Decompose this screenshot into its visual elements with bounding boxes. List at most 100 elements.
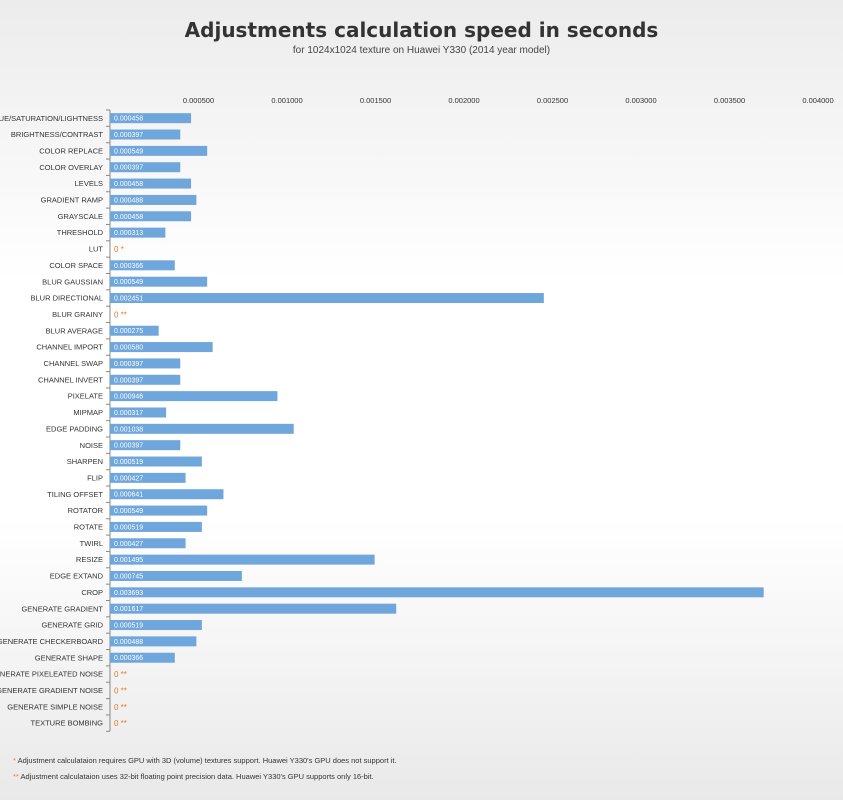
category-label: TILING OFFSET — [47, 490, 103, 499]
category-label: NOISE — [80, 441, 103, 450]
category-label: CHANNEL IMPORT — [36, 343, 103, 352]
bar-value-label: 0.000397 — [114, 377, 143, 384]
category-label: THRESHOLD — [57, 228, 104, 237]
category-label: EDGE EXTAND — [50, 572, 104, 581]
bar — [110, 178, 192, 189]
bar — [110, 227, 166, 238]
category-label: LEVELS — [75, 179, 103, 188]
category-label: GRAYSCALE — [58, 212, 103, 221]
x-tick-label: 0.003000 — [625, 96, 656, 105]
category-label: TEXTURE BOMBING — [30, 719, 103, 728]
bar — [110, 325, 159, 336]
category-label: FLIP — [87, 473, 103, 482]
bar-value-label: 0.000427 — [114, 475, 143, 482]
bar — [110, 211, 192, 222]
bar — [110, 489, 224, 500]
category-label: GRADIENT RAMP — [41, 196, 103, 205]
bar-value-label: 0.003693 — [114, 590, 143, 597]
x-tick-label: 0.003500 — [714, 96, 745, 105]
category-label: ROTATOR — [68, 506, 104, 515]
x-tick-label: 0.000500 — [183, 96, 214, 105]
category-label: CHANNEL INVERT — [38, 375, 103, 384]
chart-subtitle: for 1024x1024 texture on Huawei Y330 (20… — [292, 45, 551, 56]
category-label: GENERATE GRADIENT — [21, 604, 103, 613]
category-label: GENERATE CHECKERBOARD — [0, 637, 104, 646]
bar-value-label: 0.000580 — [114, 345, 143, 352]
category-label: TWIRL — [80, 539, 103, 548]
bar-value-label: 0.001038 — [114, 426, 143, 433]
bar-value-label: 0.000458 — [114, 181, 143, 188]
category-label: GENERATE SIMPLE NOISE — [7, 702, 103, 711]
x-tick-label: 0.001500 — [360, 96, 391, 105]
bar-value-label: 0.000427 — [114, 541, 143, 548]
bar-value-label: 0.000397 — [114, 165, 143, 172]
chart-title: Adjustments calculation speed in seconds — [184, 18, 659, 42]
category-label: LUT — [89, 245, 104, 254]
bar-value-label: 0 ** — [114, 703, 127, 712]
bar-value-label: 0.000745 — [114, 573, 143, 580]
bar-value-label: 0.000549 — [114, 148, 143, 155]
bar — [110, 505, 208, 516]
category-label: COLOR REPLACE — [39, 146, 103, 155]
bar-value-label: 0.000488 — [114, 639, 143, 646]
category-label: CHANNEL SWAP — [44, 359, 103, 368]
bar — [110, 521, 202, 532]
bar-value-label: 0.001495 — [114, 557, 143, 564]
bar — [110, 603, 397, 614]
category-label: COLOR SPACE — [49, 261, 103, 270]
bar-value-label: 0.000519 — [114, 623, 143, 630]
bar-value-label: 0 ** — [114, 670, 127, 679]
footnote-2-mark: ** — [13, 772, 19, 781]
bar — [110, 587, 764, 598]
bar-value-label: 0.000458 — [114, 214, 143, 221]
bar-value-label: 0.000317 — [114, 410, 143, 417]
bar-value-label: 0.000519 — [114, 524, 143, 531]
bar-value-label: 0 ** — [114, 310, 127, 319]
category-label: MIPMAP — [73, 408, 103, 417]
bar — [110, 260, 175, 271]
bar — [110, 162, 181, 173]
bar — [110, 472, 186, 483]
category-label: SHARPEN — [67, 457, 103, 466]
bar — [110, 342, 213, 353]
bar — [110, 652, 175, 663]
bar-value-label: 0.000313 — [114, 230, 143, 237]
bar-value-label: 0.000458 — [114, 116, 143, 123]
category-label: GENERATE GRADIENT NOISE — [0, 686, 103, 695]
x-tick-label: 0.004000 — [802, 96, 833, 105]
category-label: GENERATE PIXELEATED NOISE — [0, 670, 103, 679]
category-label: PIXELATE — [68, 392, 103, 401]
bar-value-label: 0.000488 — [114, 197, 143, 204]
bar-value-label: 0.000366 — [114, 263, 143, 270]
category-label: BLUR GRAINY — [52, 310, 103, 319]
bar — [110, 407, 167, 418]
bar-value-label: 0.000397 — [114, 361, 143, 368]
category-label: GENERATE SHAPE — [35, 653, 103, 662]
bar — [110, 374, 181, 385]
bar — [110, 276, 208, 287]
bar-value-label: 0.001617 — [114, 606, 143, 613]
footnote-2: ** Adjustment calculataion uses 32-bit f… — [13, 772, 374, 781]
category-label: BLUR DIRECTIONAL — [30, 294, 103, 303]
bar-value-label: 0.000946 — [114, 394, 143, 401]
bar — [110, 113, 192, 124]
footnote-1-text: Adjustment calculataion requires GPU wit… — [17, 756, 397, 765]
footnote-2-text: Adjustment calculataion uses 32-bit floa… — [20, 772, 374, 781]
category-label: CROP — [81, 588, 103, 597]
category-label: EDGE PADDING — [46, 424, 103, 433]
bar — [110, 456, 202, 467]
bar-value-label: 0.000275 — [114, 328, 143, 335]
bar-value-label: 0.000397 — [114, 443, 143, 450]
category-label: ROTATE — [74, 523, 103, 532]
x-tick-label: 0.002500 — [537, 96, 568, 105]
x-tick-label: 0.002000 — [448, 96, 479, 105]
bar — [110, 554, 375, 565]
bar — [110, 570, 242, 581]
category-label: RESIZE — [76, 555, 103, 564]
bar — [110, 194, 197, 205]
bar-value-label: 0.000519 — [114, 459, 143, 466]
bar-value-label: 0.000397 — [114, 132, 143, 139]
bar — [110, 293, 544, 304]
x-tick-label: 0.001000 — [271, 96, 302, 105]
